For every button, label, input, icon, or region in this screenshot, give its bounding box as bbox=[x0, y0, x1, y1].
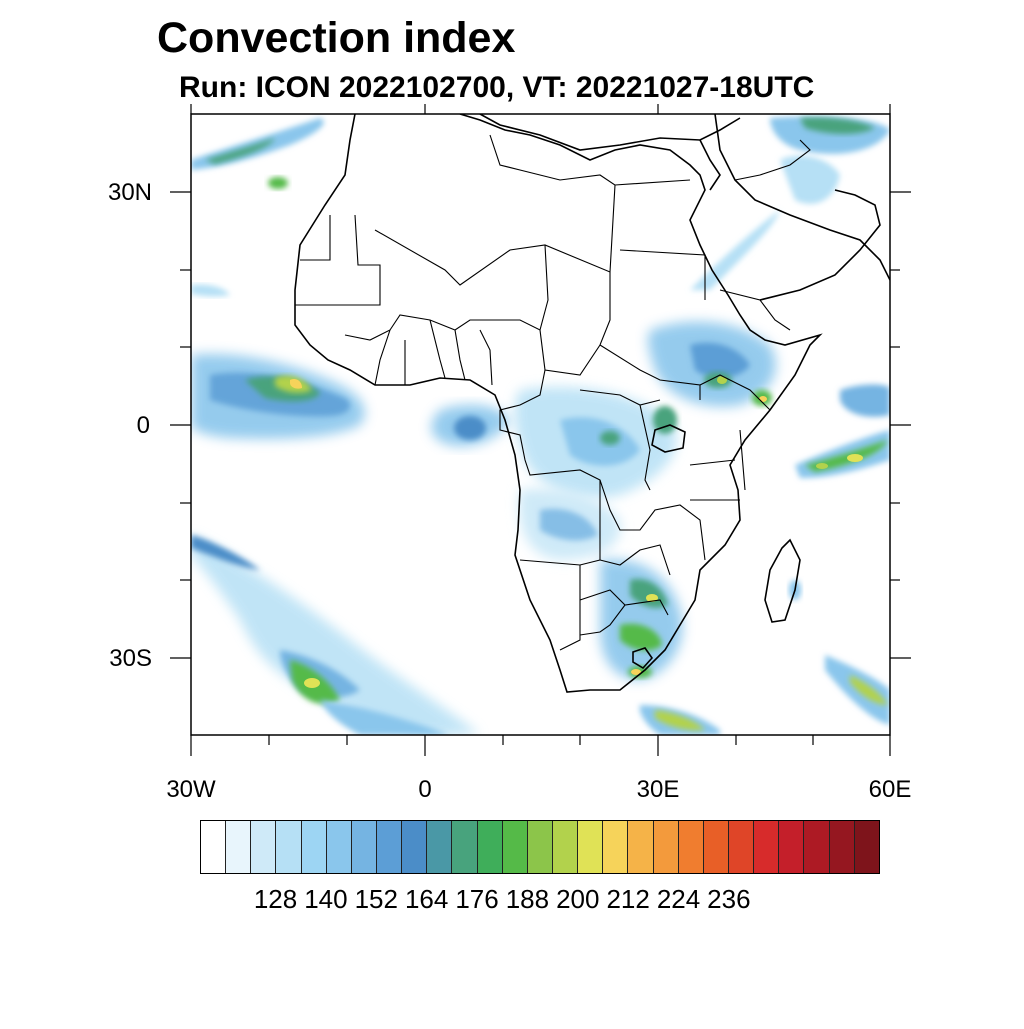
colorbar-label: 236 bbox=[707, 884, 751, 914]
lon-label-60e: 60E bbox=[869, 776, 912, 803]
colorbar bbox=[200, 820, 880, 874]
lesotho bbox=[632, 647, 654, 670]
colorbar-swatch-22 bbox=[754, 821, 780, 873]
colorbar-swatch-19 bbox=[678, 821, 704, 873]
lon-label-0: 0 bbox=[418, 776, 431, 803]
colorbar-swatch-14 bbox=[552, 821, 579, 873]
colorbar-swatch-10 bbox=[452, 821, 478, 873]
madagascar bbox=[764, 538, 801, 623]
lat-label-30s: 30S bbox=[109, 645, 152, 672]
colorbar-swatch-3 bbox=[276, 821, 302, 873]
colorbar-label: 140 bbox=[304, 884, 348, 914]
lon-labels: 30W 0 30E 60E bbox=[166, 776, 911, 803]
lon-label-30e: 30E bbox=[637, 776, 680, 803]
colorbar-label: 212 bbox=[606, 884, 650, 914]
colorbar-swatch-12 bbox=[502, 821, 528, 873]
colorbar-label: 176 bbox=[455, 884, 499, 914]
africa-coastline bbox=[294, 114, 823, 693]
colorbar-swatch-9 bbox=[427, 821, 453, 873]
cells-central-africa bbox=[431, 386, 677, 560]
chart-subtitle: Run: ICON 2022102700, VT: 20221027-18UTC bbox=[179, 71, 815, 104]
colorbar-swatch-18 bbox=[653, 821, 679, 873]
colorbar-swatch-2 bbox=[251, 821, 277, 873]
eastern-med bbox=[699, 139, 721, 191]
colorbar-swatch-5 bbox=[326, 821, 352, 873]
colorbar-swatch-0 bbox=[201, 821, 227, 873]
colorbar-labels: 128 140 152 164 176 188 200 212 224 236 bbox=[0, 884, 1024, 924]
colorbar-swatch-20 bbox=[703, 821, 729, 873]
colorbar-swatch-23 bbox=[779, 821, 805, 873]
lat-label-0: 0 bbox=[137, 412, 150, 439]
colorbar-swatch-7 bbox=[376, 821, 403, 873]
cells-south-atlantic-band bbox=[191, 535, 480, 735]
lon-label-30w: 30W bbox=[166, 776, 216, 803]
colorbar-swatch-8 bbox=[402, 821, 428, 873]
lat-label-30n: 30N bbox=[108, 179, 152, 206]
axis-ticks bbox=[170, 104, 911, 756]
colorbar-label: 224 bbox=[656, 884, 701, 914]
country-borders bbox=[295, 134, 811, 651]
arabia-coastline bbox=[714, 114, 890, 301]
colorbar-swatch-16 bbox=[603, 821, 629, 873]
convection-field bbox=[191, 116, 890, 735]
colorbar-swatch-11 bbox=[477, 821, 503, 873]
cells-west-africa-coast bbox=[191, 354, 365, 439]
colorbar-swatch-24 bbox=[804, 821, 830, 873]
lat-labels: 30N 0 30S bbox=[108, 179, 152, 672]
lake-victoria bbox=[651, 424, 686, 453]
colorbar-swatch-15 bbox=[578, 821, 604, 873]
colorbar-label: 164 bbox=[404, 884, 449, 914]
colorbar-swatch-21 bbox=[728, 821, 755, 873]
chart-title: Convection index bbox=[157, 14, 516, 62]
colorbar-label: 152 bbox=[354, 884, 398, 914]
colorbar-swatch-17 bbox=[628, 821, 654, 873]
colorbar-swatch-13 bbox=[527, 821, 553, 873]
colorbar-swatch-25 bbox=[829, 821, 855, 873]
colorbar-swatch-1 bbox=[226, 821, 252, 873]
colorbar-label: 200 bbox=[556, 884, 600, 914]
colorbar-label: 128 bbox=[253, 884, 298, 914]
cells-indian-ocean bbox=[789, 384, 890, 725]
cells-arabian-peninsula bbox=[770, 116, 890, 204]
colorbar-swatch-26 bbox=[854, 821, 879, 873]
colorbar-label: 188 bbox=[505, 884, 550, 914]
mediterranean-coast bbox=[479, 114, 741, 151]
colorbar-swatch-6 bbox=[351, 821, 377, 873]
colorbar-swatch-4 bbox=[301, 821, 327, 873]
cells-north-atlantic-streak bbox=[191, 118, 324, 297]
coastlines bbox=[294, 114, 890, 693]
